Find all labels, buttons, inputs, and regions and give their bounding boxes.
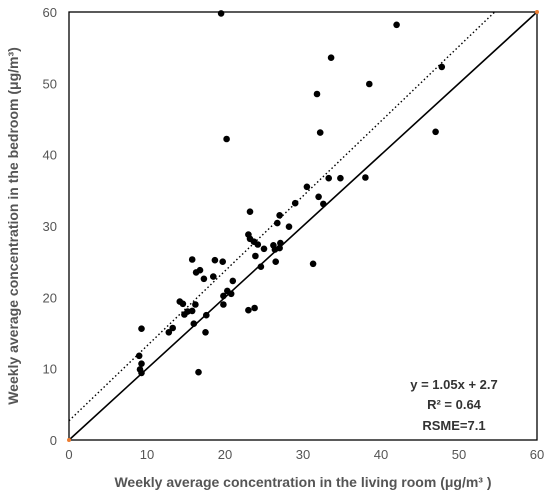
data-point xyxy=(257,263,265,271)
data-point xyxy=(272,258,280,266)
data-point xyxy=(245,306,252,314)
data-point xyxy=(276,212,283,219)
data-point xyxy=(246,208,254,215)
data-point xyxy=(315,193,322,201)
data-point xyxy=(320,200,327,208)
x-tick-label: 40 xyxy=(374,447,388,462)
r-squared-label: R² = 0.64 xyxy=(427,397,482,412)
axis-corner-marker xyxy=(67,438,71,442)
y-tick-label: 0 xyxy=(50,433,57,448)
data-point xyxy=(366,80,373,88)
data-point xyxy=(337,174,344,182)
data-point xyxy=(316,129,324,136)
x-tick-label: 0 xyxy=(65,447,72,462)
data-point xyxy=(438,63,446,71)
data-point xyxy=(195,368,202,376)
x-tick-label: 20 xyxy=(218,447,232,462)
data-point xyxy=(229,277,237,285)
data-point xyxy=(277,239,284,247)
data-point xyxy=(223,135,230,143)
x-tick-label: 30 xyxy=(296,447,310,462)
tick-labels: 0 10 20 30 40 50 60 0 10 20 30 40 50 60 xyxy=(43,5,545,462)
data-point xyxy=(251,304,258,312)
data-point xyxy=(260,245,268,253)
data-point xyxy=(274,219,281,227)
y-tick-label: 60 xyxy=(43,5,57,20)
data-point xyxy=(325,174,333,182)
data-point xyxy=(138,325,145,333)
data-point xyxy=(362,174,369,181)
data-point xyxy=(432,128,439,136)
data-point xyxy=(210,273,217,280)
regression-equation: y = 1.05x + 2.7 xyxy=(410,377,497,392)
data-point xyxy=(303,183,311,191)
data-point xyxy=(393,21,400,29)
plot-frame xyxy=(68,11,538,441)
data-point xyxy=(190,320,198,328)
data-point xyxy=(291,199,299,207)
x-tick-label: 10 xyxy=(140,447,154,462)
data-point xyxy=(200,275,208,283)
axis-corner-marker xyxy=(535,10,539,14)
data-point xyxy=(327,54,335,61)
data-point xyxy=(188,307,196,315)
data-point xyxy=(285,223,293,230)
data-point xyxy=(138,369,145,377)
y-tick-label: 10 xyxy=(43,362,57,377)
data-point xyxy=(220,301,227,308)
data-point xyxy=(202,329,209,336)
y-tick-label: 20 xyxy=(43,290,57,305)
y-tick-label: 30 xyxy=(43,219,57,234)
data-point xyxy=(217,10,225,17)
data-point xyxy=(254,241,262,248)
data-point xyxy=(203,311,210,319)
data-point xyxy=(169,324,176,332)
y-tick-label: 50 xyxy=(43,76,57,91)
x-tick-label: 60 xyxy=(530,447,544,462)
plot-area xyxy=(67,10,539,442)
data-point xyxy=(227,290,235,298)
data-point xyxy=(276,244,283,252)
data-point xyxy=(165,329,173,336)
data-point xyxy=(220,292,227,300)
data-point xyxy=(252,252,259,260)
data-point xyxy=(179,300,187,308)
data-point xyxy=(181,311,188,318)
y-axis-title: Weekly average concentration in the bedr… xyxy=(5,47,21,405)
data-point xyxy=(196,266,204,274)
data-point xyxy=(211,256,219,264)
y-tick-label: 40 xyxy=(43,148,57,163)
x-axis-title: Weekly average concentration in the livi… xyxy=(114,474,491,490)
data-point xyxy=(313,90,321,98)
data-point xyxy=(192,301,199,308)
x-tick-label: 50 xyxy=(452,447,466,462)
data-point xyxy=(138,360,145,368)
data-point xyxy=(219,258,226,266)
data-point xyxy=(188,256,196,263)
data-point xyxy=(309,260,317,268)
one-to-one-line xyxy=(68,11,538,441)
rsme-label: RSME=7.1 xyxy=(422,418,485,433)
data-point xyxy=(135,352,143,360)
